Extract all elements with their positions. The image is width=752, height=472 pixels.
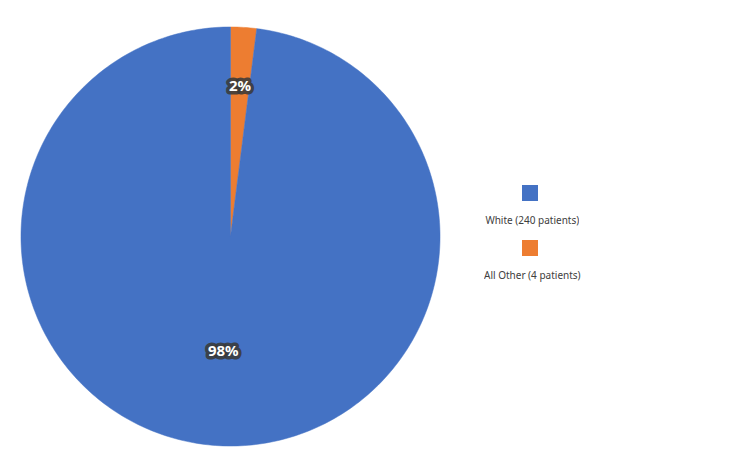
html-text:All Other (4 patients): All Other (4 patients) bbox=[484, 267, 581, 282]
svg-text:2%: 2% bbox=[229, 75, 252, 95]
svg-text:98%: 98% bbox=[208, 340, 239, 360]
html-text:White (240 patients): White (240 patients) bbox=[485, 212, 580, 227]
